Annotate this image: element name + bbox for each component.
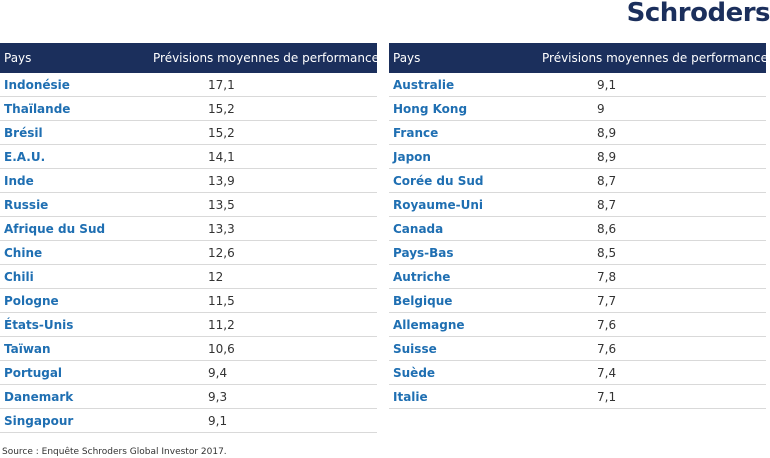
forecast-value-cell: 7,6	[542, 312, 766, 337]
table-row: Suède 7,4	[389, 360, 766, 385]
table-row: Allemagne 7,6	[389, 312, 766, 337]
header-country: Pays	[0, 43, 153, 73]
country-cell: Portugal	[0, 360, 153, 385]
table-body-right: Australie 9,1 Hong Kong 9 France 8,9 Japon 8,9 C…	[389, 73, 766, 409]
forecast-value-cell: 9,1	[542, 73, 766, 97]
country-cell: Suède	[389, 360, 542, 385]
country-cell: Corée du Sud	[389, 168, 542, 193]
table-row: Japon 8,9	[389, 144, 766, 169]
forecast-value-cell: 13,9	[153, 168, 377, 193]
forecast-value-cell: 8,9	[542, 120, 766, 145]
forecast-value-cell: 17,1	[153, 73, 377, 97]
forecast-value-cell: 10,6	[153, 336, 377, 361]
table-row: Chine 12,6	[0, 240, 377, 265]
country-cell: Inde	[0, 168, 153, 193]
table-row: Inde 13,9	[0, 168, 377, 193]
table-row: Taïwan 10,6	[0, 336, 377, 361]
country-cell: Italie	[389, 384, 542, 409]
country-cell: Royaume-Uni	[389, 192, 542, 217]
forecast-value-cell: 8,7	[542, 192, 766, 217]
table-row: Corée du Sud 8,7	[389, 168, 766, 193]
country-cell: Australie	[389, 73, 542, 97]
table-row: Singapour 9,1	[0, 408, 377, 433]
country-cell: Pologne	[0, 288, 153, 313]
header-forecast: Prévisions moyennes de performance	[153, 43, 379, 73]
country-cell: Autriche	[389, 264, 542, 289]
table-row: Danemark 9,3	[0, 384, 377, 409]
forecast-value-cell: 7,6	[542, 336, 766, 361]
country-cell: Russie	[0, 192, 153, 217]
country-cell: Brésil	[0, 120, 153, 145]
forecast-value-cell: 14,1	[153, 144, 377, 169]
table-row: Pologne 11,5	[0, 288, 377, 313]
table-row: Hong Kong 9	[389, 96, 766, 121]
source-note: Source : Enquête Schroders Global Invest…	[2, 447, 227, 457]
forecast-value-cell: 12	[153, 264, 377, 289]
country-cell: Chine	[0, 240, 153, 265]
table-row: Portugal 9,4	[0, 360, 377, 385]
forecast-value-cell: 11,2	[153, 312, 377, 337]
country-cell: Chili	[0, 264, 153, 289]
forecast-value-cell: 12,6	[153, 240, 377, 265]
table-row: Royaume-Uni 8,7	[389, 192, 766, 217]
country-cell: E.A.U.	[0, 144, 153, 169]
table-row: Italie 7,1	[389, 384, 766, 409]
forecast-value-cell: 9	[542, 96, 766, 121]
table-row: États-Unis 11,2	[0, 312, 377, 337]
table-row: Indonésie 17,1	[0, 73, 377, 97]
country-cell: Taïwan	[0, 336, 153, 361]
forecast-value-cell: 7,4	[542, 360, 766, 385]
country-cell: Afrique du Sud	[0, 216, 153, 241]
schroders-logo: Schroders	[626, 0, 770, 28]
forecast-value-cell: 15,2	[153, 120, 377, 145]
table-row: Chili 12	[0, 264, 377, 289]
forecast-value-cell: 7,1	[542, 384, 766, 409]
country-cell: Thaïlande	[0, 96, 153, 121]
country-cell: Pays-Bas	[389, 240, 542, 265]
header-forecast: Prévisions moyennes de performance	[542, 43, 768, 73]
forecast-value-cell: 13,5	[153, 192, 377, 217]
forecast-value-cell: 8,7	[542, 168, 766, 193]
table-row: Thaïlande 15,2	[0, 96, 377, 121]
country-cell: Singapour	[0, 408, 153, 433]
country-cell: Allemagne	[389, 312, 542, 337]
country-cell: Hong Kong	[389, 96, 542, 121]
country-cell: Indonésie	[0, 73, 153, 97]
forecast-value-cell: 11,5	[153, 288, 377, 313]
forecast-value-cell: 9,4	[153, 360, 377, 385]
table-header-row: Pays Prévisions moyennes de performance	[389, 43, 768, 73]
forecast-value-cell: 7,8	[542, 264, 766, 289]
forecast-value-cell: 9,3	[153, 384, 377, 409]
forecast-table-left: Pays Prévisions moyennes de performance …	[0, 43, 379, 433]
country-cell: France	[389, 120, 542, 145]
forecast-value-cell: 8,9	[542, 144, 766, 169]
table-row: E.A.U. 14,1	[0, 144, 377, 169]
table-body-left: Indonésie 17,1 Thaïlande 15,2 Brésil 15,2 E.A.…	[0, 73, 377, 433]
country-cell: États-Unis	[0, 312, 153, 337]
forecast-value-cell: 15,2	[153, 96, 377, 121]
forecast-value-cell: 7,7	[542, 288, 766, 313]
forecast-value-cell: 8,5	[542, 240, 766, 265]
table-header-row: Pays Prévisions moyennes de performance	[0, 43, 379, 73]
country-cell: Belgique	[389, 288, 542, 313]
forecast-value-cell: 13,3	[153, 216, 377, 241]
country-cell: Suisse	[389, 336, 542, 361]
table-row: Canada 8,6	[389, 216, 766, 241]
table-row: Brésil 15,2	[0, 120, 377, 145]
table-row: France 8,9	[389, 120, 766, 145]
country-cell: Canada	[389, 216, 542, 241]
forecast-table-right: Pays Prévisions moyennes de performance …	[389, 43, 768, 409]
table-row: Suisse 7,6	[389, 336, 766, 361]
table-row: Russie 13,5	[0, 192, 377, 217]
country-cell: Danemark	[0, 384, 153, 409]
forecast-value-cell: 9,1	[153, 408, 377, 433]
table-row: Australie 9,1	[389, 73, 766, 97]
table-row: Autriche 7,8	[389, 264, 766, 289]
header-country: Pays	[389, 43, 542, 73]
table-row: Pays-Bas 8,5	[389, 240, 766, 265]
forecast-value-cell: 8,6	[542, 216, 766, 241]
table-row: Belgique 7,7	[389, 288, 766, 313]
table-row: Afrique du Sud 13,3	[0, 216, 377, 241]
country-cell: Japon	[389, 144, 542, 169]
